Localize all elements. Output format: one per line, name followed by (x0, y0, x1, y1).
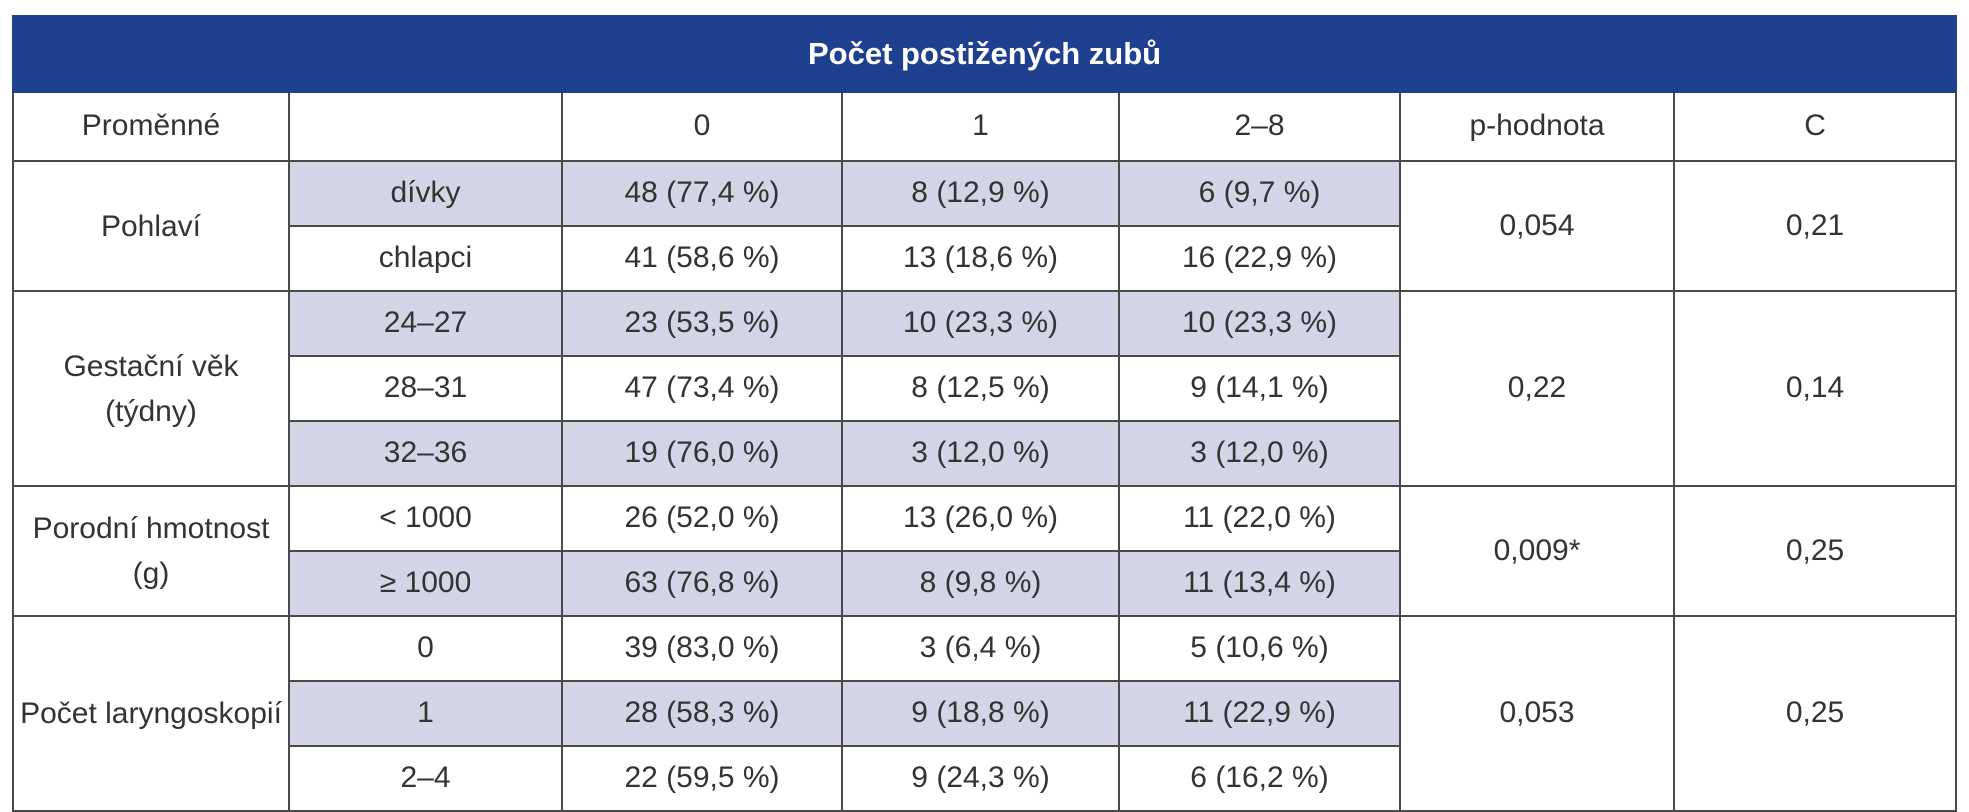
table-row: Porodní hmotnost (g) < 1000 26 (52,0 %) … (12, 485, 1958, 617)
variable-cell: Porodní hmotnost (g) (12, 485, 290, 617)
count-cell: 26 (52,0 %) (561, 485, 843, 552)
header-cell: p-hodnota (1399, 91, 1675, 162)
header-cell: C (1672, 91, 1958, 162)
count-cell: 3 (6,4 %) (841, 615, 1120, 682)
table-row: ≥ 1000 63 (76,8 %) 8 (9,8 %) 11 (13,4 %) (13, 550, 1956, 617)
count-cell: 6 (9,7 %) (1118, 160, 1401, 227)
header-cell: Proměnné (12, 91, 290, 162)
p-value-cell: 0,054 (1399, 160, 1675, 292)
variable-cell: Gestační věk (týdny) (12, 290, 290, 487)
count-cell: 13 (18,6 %) (841, 225, 1120, 292)
header-cell: 0 (561, 91, 843, 162)
category-cell: dívky (288, 160, 563, 227)
category-cell: 0 (288, 615, 563, 682)
count-cell: 6 (16,2 %) (1118, 745, 1401, 812)
category-cell: 2–4 (288, 745, 563, 812)
count-cell: 41 (58,6 %) (561, 225, 843, 292)
p-value-cell: 0,22 (1399, 290, 1675, 487)
count-cell: 11 (22,0 %) (1118, 485, 1401, 552)
count-cell: 16 (22,9 %) (1118, 225, 1401, 292)
count-cell: 48 (77,4 %) (561, 160, 843, 227)
c-value-cell: 0,14 (1672, 290, 1958, 487)
c-value-cell: 0,25 (1672, 615, 1958, 812)
table-row: Gestační věk (týdny) 24–27 23 (53,5 %) 1… (12, 290, 1958, 487)
category-cell: 1 (288, 680, 563, 747)
count-cell: 22 (59,5 %) (561, 745, 843, 812)
count-cell: 9 (24,3 %) (841, 745, 1120, 812)
count-cell: 8 (12,9 %) (841, 160, 1120, 227)
variable-cell: Pohlaví (12, 160, 290, 292)
p-value-cell: 0,009* (1399, 485, 1675, 617)
table-row: Pohlaví dívky 48 (77,4 %) 8 (12,9 %) 6 (… (12, 160, 1958, 292)
p-value-cell: 0,053 (1399, 615, 1675, 812)
c-value-cell: 0,25 (1672, 485, 1958, 617)
table-row: chlapci 41 (58,6 %) 13 (18,6 %) 16 (22,9… (13, 225, 1956, 292)
count-cell: 23 (53,5 %) (561, 290, 843, 357)
variable-cell: Počet laryngoskopií (12, 615, 290, 812)
count-cell: 19 (76,0 %) (561, 420, 843, 487)
count-cell: 11 (13,4 %) (1118, 550, 1401, 617)
count-cell: 8 (12,5 %) (841, 355, 1120, 422)
category-cell: chlapci (288, 225, 563, 292)
count-cell: 39 (83,0 %) (561, 615, 843, 682)
count-cell: 63 (76,8 %) (561, 550, 843, 617)
count-cell: 11 (22,9 %) (1118, 680, 1401, 747)
header-row: Proměnné 0 1 2–8 p-hodnota C (12, 91, 1958, 162)
count-cell: 3 (12,0 %) (1118, 420, 1401, 487)
count-cell: 9 (14,1 %) (1118, 355, 1401, 422)
count-cell: 13 (26,0 %) (841, 485, 1120, 552)
count-cell: 47 (73,4 %) (561, 355, 843, 422)
table-row: 1 28 (58,3 %) 9 (18,8 %) 11 (22,9 %) (13, 680, 1956, 747)
category-cell: ≥ 1000 (288, 550, 563, 617)
count-cell: 8 (9,8 %) (841, 550, 1120, 617)
table-row: 28–31 47 (73,4 %) 8 (12,5 %) 9 (14,1 %) (13, 355, 1956, 422)
header-cell: 1 (841, 91, 1120, 162)
count-cell: 9 (18,8 %) (841, 680, 1120, 747)
header-cell (288, 91, 563, 162)
category-cell: < 1000 (288, 485, 563, 552)
category-cell: 28–31 (288, 355, 563, 422)
category-cell: 32–36 (288, 420, 563, 487)
table-title: Počet postižených zubů (11, 15, 1958, 93)
count-cell: 3 (12,0 %) (841, 420, 1120, 487)
category-cell: 24–27 (288, 290, 563, 357)
table-row: 32–36 19 (76,0 %) 3 (12,0 %) 3 (12,0 %) (13, 420, 1956, 487)
count-cell: 10 (23,3 %) (1118, 290, 1401, 357)
table-row: Počet laryngoskopií 0 39 (83,0 %) 3 (6,4… (12, 615, 1958, 812)
count-cell: 10 (23,3 %) (841, 290, 1120, 357)
data-table: Počet postižených zubů Proměnné 0 1 2–8 … (11, 15, 1958, 812)
header-cell: 2–8 (1118, 91, 1401, 162)
c-value-cell: 0,21 (1672, 160, 1958, 292)
count-cell: 5 (10,6 %) (1118, 615, 1401, 682)
count-cell: 28 (58,3 %) (561, 680, 843, 747)
